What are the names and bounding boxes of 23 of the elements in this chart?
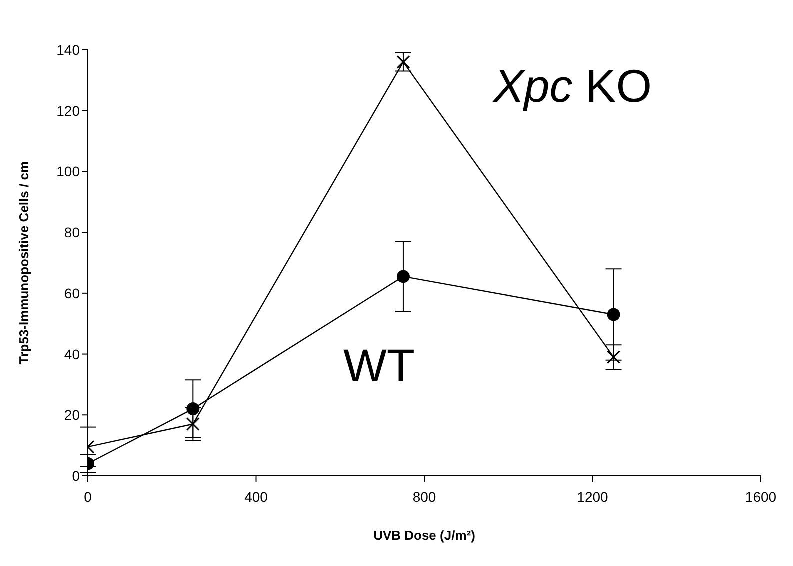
x-tick-label: 1200: [577, 488, 609, 505]
point: [607, 350, 621, 364]
y-axis-title: Trp53-Immunopositive Cells / cm: [16, 162, 32, 364]
point: [607, 308, 620, 322]
y-tick-label: 20: [64, 407, 80, 424]
point: [186, 402, 200, 416]
y-tick-label: 40: [64, 346, 80, 362]
point: [186, 418, 200, 432]
y-tick-label: 80: [64, 224, 80, 241]
series-label: WT: [343, 340, 415, 392]
point: [396, 55, 410, 69]
y-tick-label: 0: [72, 468, 80, 484]
point: [396, 270, 410, 284]
x-axis-title: UVB Dose (J/m²): [374, 528, 476, 543]
x-tick-label: 400: [244, 488, 268, 505]
y-tick-label: 100: [56, 164, 80, 180]
y-tick-label: 120: [56, 102, 80, 119]
y-tick-label: 60: [64, 285, 80, 302]
x-tick-label: 800: [412, 488, 436, 505]
x-tick-label: 0: [84, 488, 92, 505]
series-label: Xpc KO: [492, 60, 652, 112]
y-tick-label: 140: [56, 42, 80, 58]
x-tick-label: 1600: [745, 488, 777, 505]
